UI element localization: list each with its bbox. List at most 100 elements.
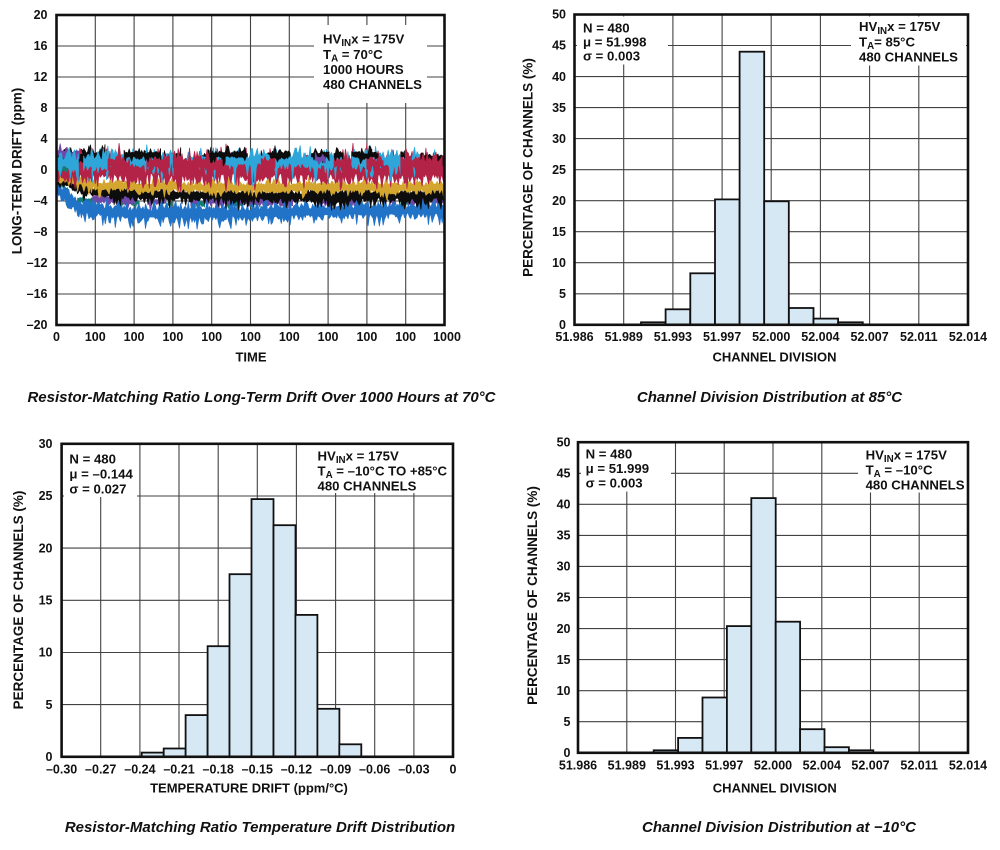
svg-text:0: 0 (559, 318, 566, 332)
svg-text:N = 480: N = 480 (586, 446, 633, 461)
svg-text:51.993: 51.993 (654, 330, 692, 344)
svg-text:480 CHANNELS: 480 CHANNELS (866, 477, 965, 492)
svg-text:52.007: 52.007 (850, 330, 888, 344)
svg-text:20: 20 (557, 622, 571, 636)
svg-text:16: 16 (34, 39, 48, 53)
svg-text:52.011: 52.011 (900, 759, 938, 773)
svg-text:8: 8 (41, 101, 48, 115)
svg-text:10: 10 (39, 646, 53, 660)
svg-text:20: 20 (34, 8, 48, 22)
svg-text:15: 15 (39, 594, 53, 608)
svg-text:35: 35 (552, 101, 566, 115)
svg-text:52.011: 52.011 (900, 330, 938, 344)
svg-text:10: 10 (557, 684, 571, 698)
svg-text:–20: –20 (27, 318, 48, 332)
svg-text:100: 100 (162, 330, 183, 344)
svg-text:0: 0 (46, 750, 53, 764)
svg-text:σ = 0.027: σ = 0.027 (69, 482, 126, 497)
svg-text:–0.03: –0.03 (398, 763, 429, 777)
svg-text:Channel Division Distribution: Channel Division Distribution at 85°C (637, 389, 903, 406)
svg-text:–16: –16 (27, 287, 48, 301)
svg-text:100: 100 (279, 330, 300, 344)
svg-text:100: 100 (201, 330, 222, 344)
svg-text:TA = –10°C: TA = –10°C (866, 462, 933, 480)
svg-text:100: 100 (85, 330, 106, 344)
svg-text:480 CHANNELS: 480 CHANNELS (859, 50, 958, 65)
svg-text:–0.15: –0.15 (242, 763, 273, 777)
svg-text:52.000: 52.000 (754, 759, 792, 773)
svg-text:μ = 51.999: μ = 51.999 (586, 461, 649, 476)
svg-text:45: 45 (557, 467, 571, 481)
svg-text:52.004: 52.004 (803, 759, 841, 773)
svg-text:–0.09: –0.09 (320, 763, 351, 777)
svg-text:1000 HOURS: 1000 HOURS (323, 62, 404, 77)
svg-text:–0.30: –0.30 (46, 763, 77, 777)
svg-text:–12: –12 (27, 256, 48, 270)
svg-text:40: 40 (552, 70, 566, 84)
svg-text:TA = 70°C: TA = 70°C (323, 47, 383, 65)
svg-text:51.989: 51.989 (608, 759, 646, 773)
svg-text:–0.06: –0.06 (359, 763, 390, 777)
svg-text:10: 10 (552, 256, 566, 270)
svg-text:TEMPERATURE DRIFT (ppm/°C): TEMPERATURE DRIFT (ppm/°C) (150, 781, 348, 796)
svg-text:51.997: 51.997 (703, 330, 741, 344)
svg-text:–4: –4 (34, 194, 48, 208)
svg-text:52.007: 52.007 (851, 759, 889, 773)
svg-text:100: 100 (356, 330, 377, 344)
svg-text:N = 480: N = 480 (69, 452, 116, 467)
svg-text:4: 4 (41, 132, 48, 146)
svg-text:20: 20 (552, 194, 566, 208)
svg-text:51.986: 51.986 (555, 330, 593, 344)
svg-text:25: 25 (39, 489, 53, 503)
svg-text:PERCENTAGE OF CHANNELS (%): PERCENTAGE OF CHANNELS (%) (11, 491, 26, 710)
svg-text:25: 25 (552, 163, 566, 177)
svg-text:0: 0 (564, 746, 571, 760)
svg-text:–0.27: –0.27 (85, 763, 116, 777)
svg-text:100: 100 (318, 330, 339, 344)
svg-text:50: 50 (552, 8, 566, 22)
svg-text:25: 25 (557, 591, 571, 605)
svg-text:51.989: 51.989 (605, 330, 643, 344)
svg-text:480 CHANNELS: 480 CHANNELS (323, 77, 422, 92)
svg-text:52.004: 52.004 (801, 330, 839, 344)
svg-text:CHANNEL DIVISION: CHANNEL DIVISION (713, 350, 837, 365)
svg-text:0: 0 (450, 763, 457, 777)
svg-text:–0.12: –0.12 (281, 763, 312, 777)
svg-text:–8: –8 (34, 225, 48, 239)
svg-text:–0.21: –0.21 (163, 763, 194, 777)
svg-text:–0.24: –0.24 (124, 763, 155, 777)
svg-text:σ = 0.003: σ = 0.003 (586, 475, 643, 490)
svg-text:30: 30 (557, 560, 571, 574)
svg-text:51.997: 51.997 (705, 759, 743, 773)
svg-text:Channel Division Distribution: Channel Division Distribution at −10°C (642, 819, 917, 836)
svg-text:σ = 0.003: σ = 0.003 (583, 48, 640, 63)
svg-text:LONG-TERM DRIFT (ppm): LONG-TERM DRIFT (ppm) (9, 88, 24, 254)
svg-text:μ = 51.998: μ = 51.998 (583, 34, 646, 49)
svg-text:50: 50 (557, 435, 571, 449)
svg-text:PERCENTAGE OF CHANNELS (%): PERCENTAGE OF CHANNELS (%) (521, 58, 536, 277)
svg-text:0: 0 (53, 330, 60, 344)
svg-text:Resistor-Matching Ratio Temper: Resistor-Matching Ratio Temperature Drif… (65, 819, 455, 836)
svg-text:100: 100 (395, 330, 416, 344)
svg-text:–0.18: –0.18 (203, 763, 234, 777)
svg-text:52.014: 52.014 (949, 330, 987, 344)
svg-text:N = 480: N = 480 (583, 20, 630, 35)
svg-text:TA = –10°C TO +85°C: TA = –10°C TO +85°C (318, 463, 448, 481)
svg-text:PERCENTAGE OF CHANNELS (%): PERCENTAGE OF CHANNELS (%) (525, 486, 540, 705)
svg-text:40: 40 (557, 498, 571, 512)
svg-text:TIME: TIME (235, 350, 266, 365)
svg-text:30: 30 (552, 132, 566, 146)
svg-text:5: 5 (46, 698, 53, 712)
svg-text:15: 15 (552, 225, 566, 239)
svg-text:5: 5 (559, 287, 566, 301)
svg-text:52.014: 52.014 (949, 759, 987, 773)
svg-text:1000: 1000 (433, 330, 461, 344)
svg-text:15: 15 (557, 653, 571, 667)
svg-text:Resistor-Matching Ratio Long-T: Resistor-Matching Ratio Long-Term Drift … (27, 389, 496, 406)
svg-text:52.000: 52.000 (752, 330, 790, 344)
svg-text:35: 35 (557, 529, 571, 543)
svg-text:0: 0 (41, 163, 48, 177)
svg-text:20: 20 (39, 541, 53, 555)
svg-text:480 CHANNELS: 480 CHANNELS (318, 478, 417, 493)
svg-text:100: 100 (240, 330, 261, 344)
